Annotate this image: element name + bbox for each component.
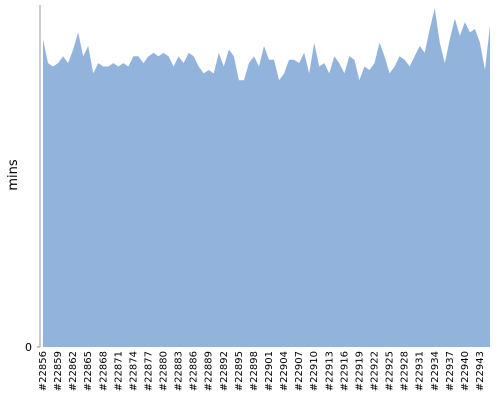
y-tick-label: 0: [25, 341, 32, 354]
x-tick-label: #22904: [279, 351, 290, 391]
x-tick-label: #22871: [113, 351, 124, 391]
x-tick-label: #22889: [204, 351, 215, 391]
area: [43, 8, 490, 347]
x-tick-label: #22895: [234, 351, 245, 391]
x-tick-label: #22877: [143, 351, 154, 391]
x-tick-label: #22898: [249, 351, 260, 391]
x-tick-label: #22907: [294, 351, 305, 391]
y-axis-title: mins: [6, 159, 21, 191]
x-tick-label: #22931: [415, 351, 426, 391]
x-tick-label: #22862: [68, 351, 79, 391]
x-tick-label: #22943: [475, 351, 486, 391]
x-tick-label: #22919: [354, 351, 365, 391]
x-tick-label: #22880: [159, 351, 170, 391]
x-tick-label: #22874: [128, 351, 139, 391]
x-tick-label: #22865: [83, 351, 94, 391]
x-tick-label: #22928: [400, 351, 411, 391]
x-tick-label: #22868: [98, 351, 109, 391]
x-tick-label: #22916: [339, 351, 350, 391]
x-tick-label: #22913: [324, 351, 335, 391]
x-tick-label: #22901: [264, 351, 275, 391]
x-tick-label: #22910: [309, 351, 320, 391]
x-tick-label: #22940: [460, 351, 471, 391]
x-tick-label: #22883: [174, 351, 185, 391]
x-tick-label: #22937: [445, 351, 456, 391]
x-tick-label: #22922: [369, 351, 380, 391]
x-tick-label: #22925: [385, 351, 396, 391]
x-tick-label: #22886: [189, 351, 200, 391]
x-tick-label: #22856: [38, 351, 49, 391]
x-tick-label: #22892: [219, 351, 230, 391]
x-tick-label: #22859: [53, 351, 64, 391]
x-tick-label: #22934: [430, 351, 441, 391]
